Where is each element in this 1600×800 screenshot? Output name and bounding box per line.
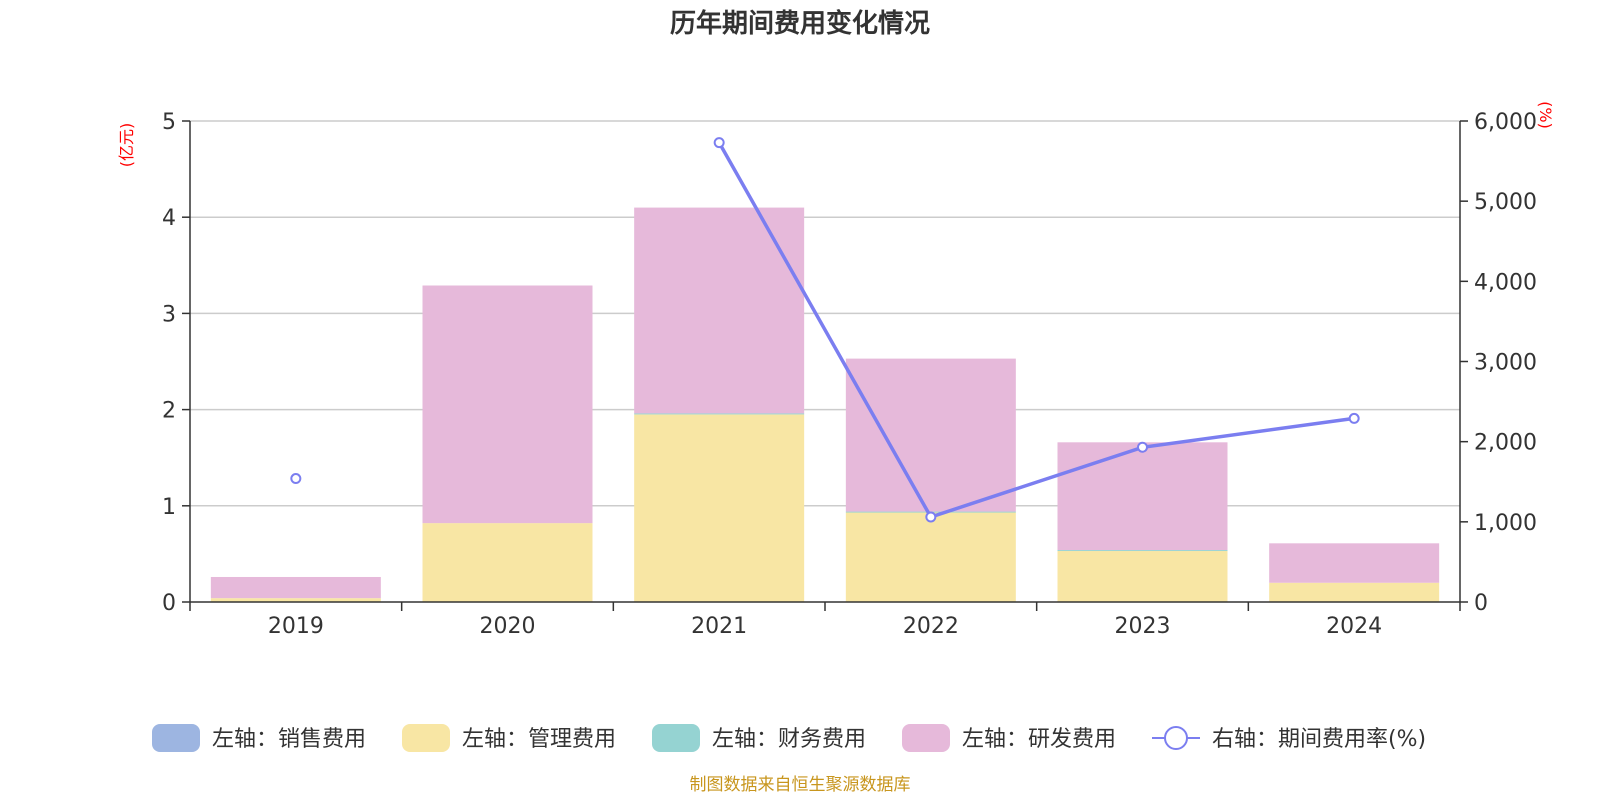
- chart-title: 历年期间费用变化情况: [670, 8, 930, 39]
- bar-segment: [634, 413, 805, 415]
- bar-segment: [845, 358, 1016, 512]
- right-axis-tick-label: 0: [1474, 591, 1488, 616]
- left-axis-tick-label: 2: [162, 399, 176, 424]
- gridlines: [190, 120, 1460, 507]
- bar-segment: [1057, 550, 1228, 552]
- legend-label: 左轴：管理费用: [462, 727, 616, 752]
- left-axis-tick-label: 4: [162, 206, 176, 231]
- legend: 左轴：销售费用 左轴：管理费用 左轴：财务费用 左轴：研发费用 右轴：期间费用率(%): [152, 724, 1426, 752]
- bar-segment: [422, 285, 593, 524]
- right-axis-tick-label: 6,000: [1474, 110, 1537, 135]
- rate-line-segment: [717, 141, 1355, 520]
- x-axis-tick-label: 2021: [691, 614, 747, 639]
- x-axis-tick-label: 2022: [903, 614, 959, 639]
- right-axis-tick-label: 5,000: [1474, 190, 1537, 215]
- left-axis-tick-label: 5: [162, 110, 176, 135]
- legend-label: 左轴：销售费用: [212, 727, 366, 752]
- left-axis-tick-label: 0: [162, 591, 176, 616]
- bar-segment: [634, 207, 805, 414]
- right-axis-unit: (%): [1536, 101, 1555, 129]
- bars: [210, 207, 1440, 602]
- right-axis-tick-label: 4,000: [1474, 270, 1537, 295]
- right-axis-tick-label: 1,000: [1474, 511, 1537, 536]
- legend-label: 左轴：研发费用: [962, 727, 1116, 752]
- left-axis-tick-label: 1: [162, 495, 176, 520]
- right-axis-tick-label: 3,000: [1474, 351, 1537, 376]
- legend-line-marker: [1164, 726, 1188, 750]
- legend-label: 右轴：期间费用率(%): [1212, 727, 1426, 752]
- legend-swatch: [152, 724, 200, 752]
- left-axis-tick-label: 3: [162, 302, 176, 327]
- bar-segment: [1269, 543, 1440, 583]
- bar-segment: [1057, 551, 1228, 602]
- bar-segment: [634, 414, 805, 602]
- bar-segment: [210, 576, 381, 599]
- rate-point: [713, 137, 725, 149]
- x-axis-tick-label: 2024: [1326, 614, 1382, 639]
- right-axis-tick-label: 2,000: [1474, 431, 1537, 456]
- bar-segment: [210, 598, 381, 602]
- legend-swatch: [652, 724, 700, 752]
- bar-segment: [1057, 442, 1228, 551]
- rate-point: [925, 511, 937, 523]
- rate-point: [1348, 412, 1360, 424]
- source-note: 制图数据来自恒生聚源数据库: [690, 775, 911, 795]
- legend-label: 左轴：财务费用: [712, 727, 866, 752]
- legend-swatch: [402, 724, 450, 752]
- axes: 0 1 2 3 4 5 0 1,000 2,000 3,000 4,000 5,000 6,000 201…: [162, 110, 1537, 639]
- rate-point: [290, 473, 302, 485]
- rate-point: [1137, 441, 1148, 453]
- rate-line: [290, 137, 1360, 523]
- bar-segment: [1269, 582, 1440, 602]
- bar-segment: [845, 512, 1016, 602]
- x-axis-tick-label: 2020: [480, 614, 536, 639]
- legend-swatch: [902, 724, 950, 752]
- bar-segment: [422, 523, 593, 602]
- x-axis-tick-label: 2019: [268, 614, 324, 639]
- left-axis-unit: (亿元): [117, 123, 136, 168]
- x-axis-tick-label: 2023: [1115, 614, 1171, 639]
